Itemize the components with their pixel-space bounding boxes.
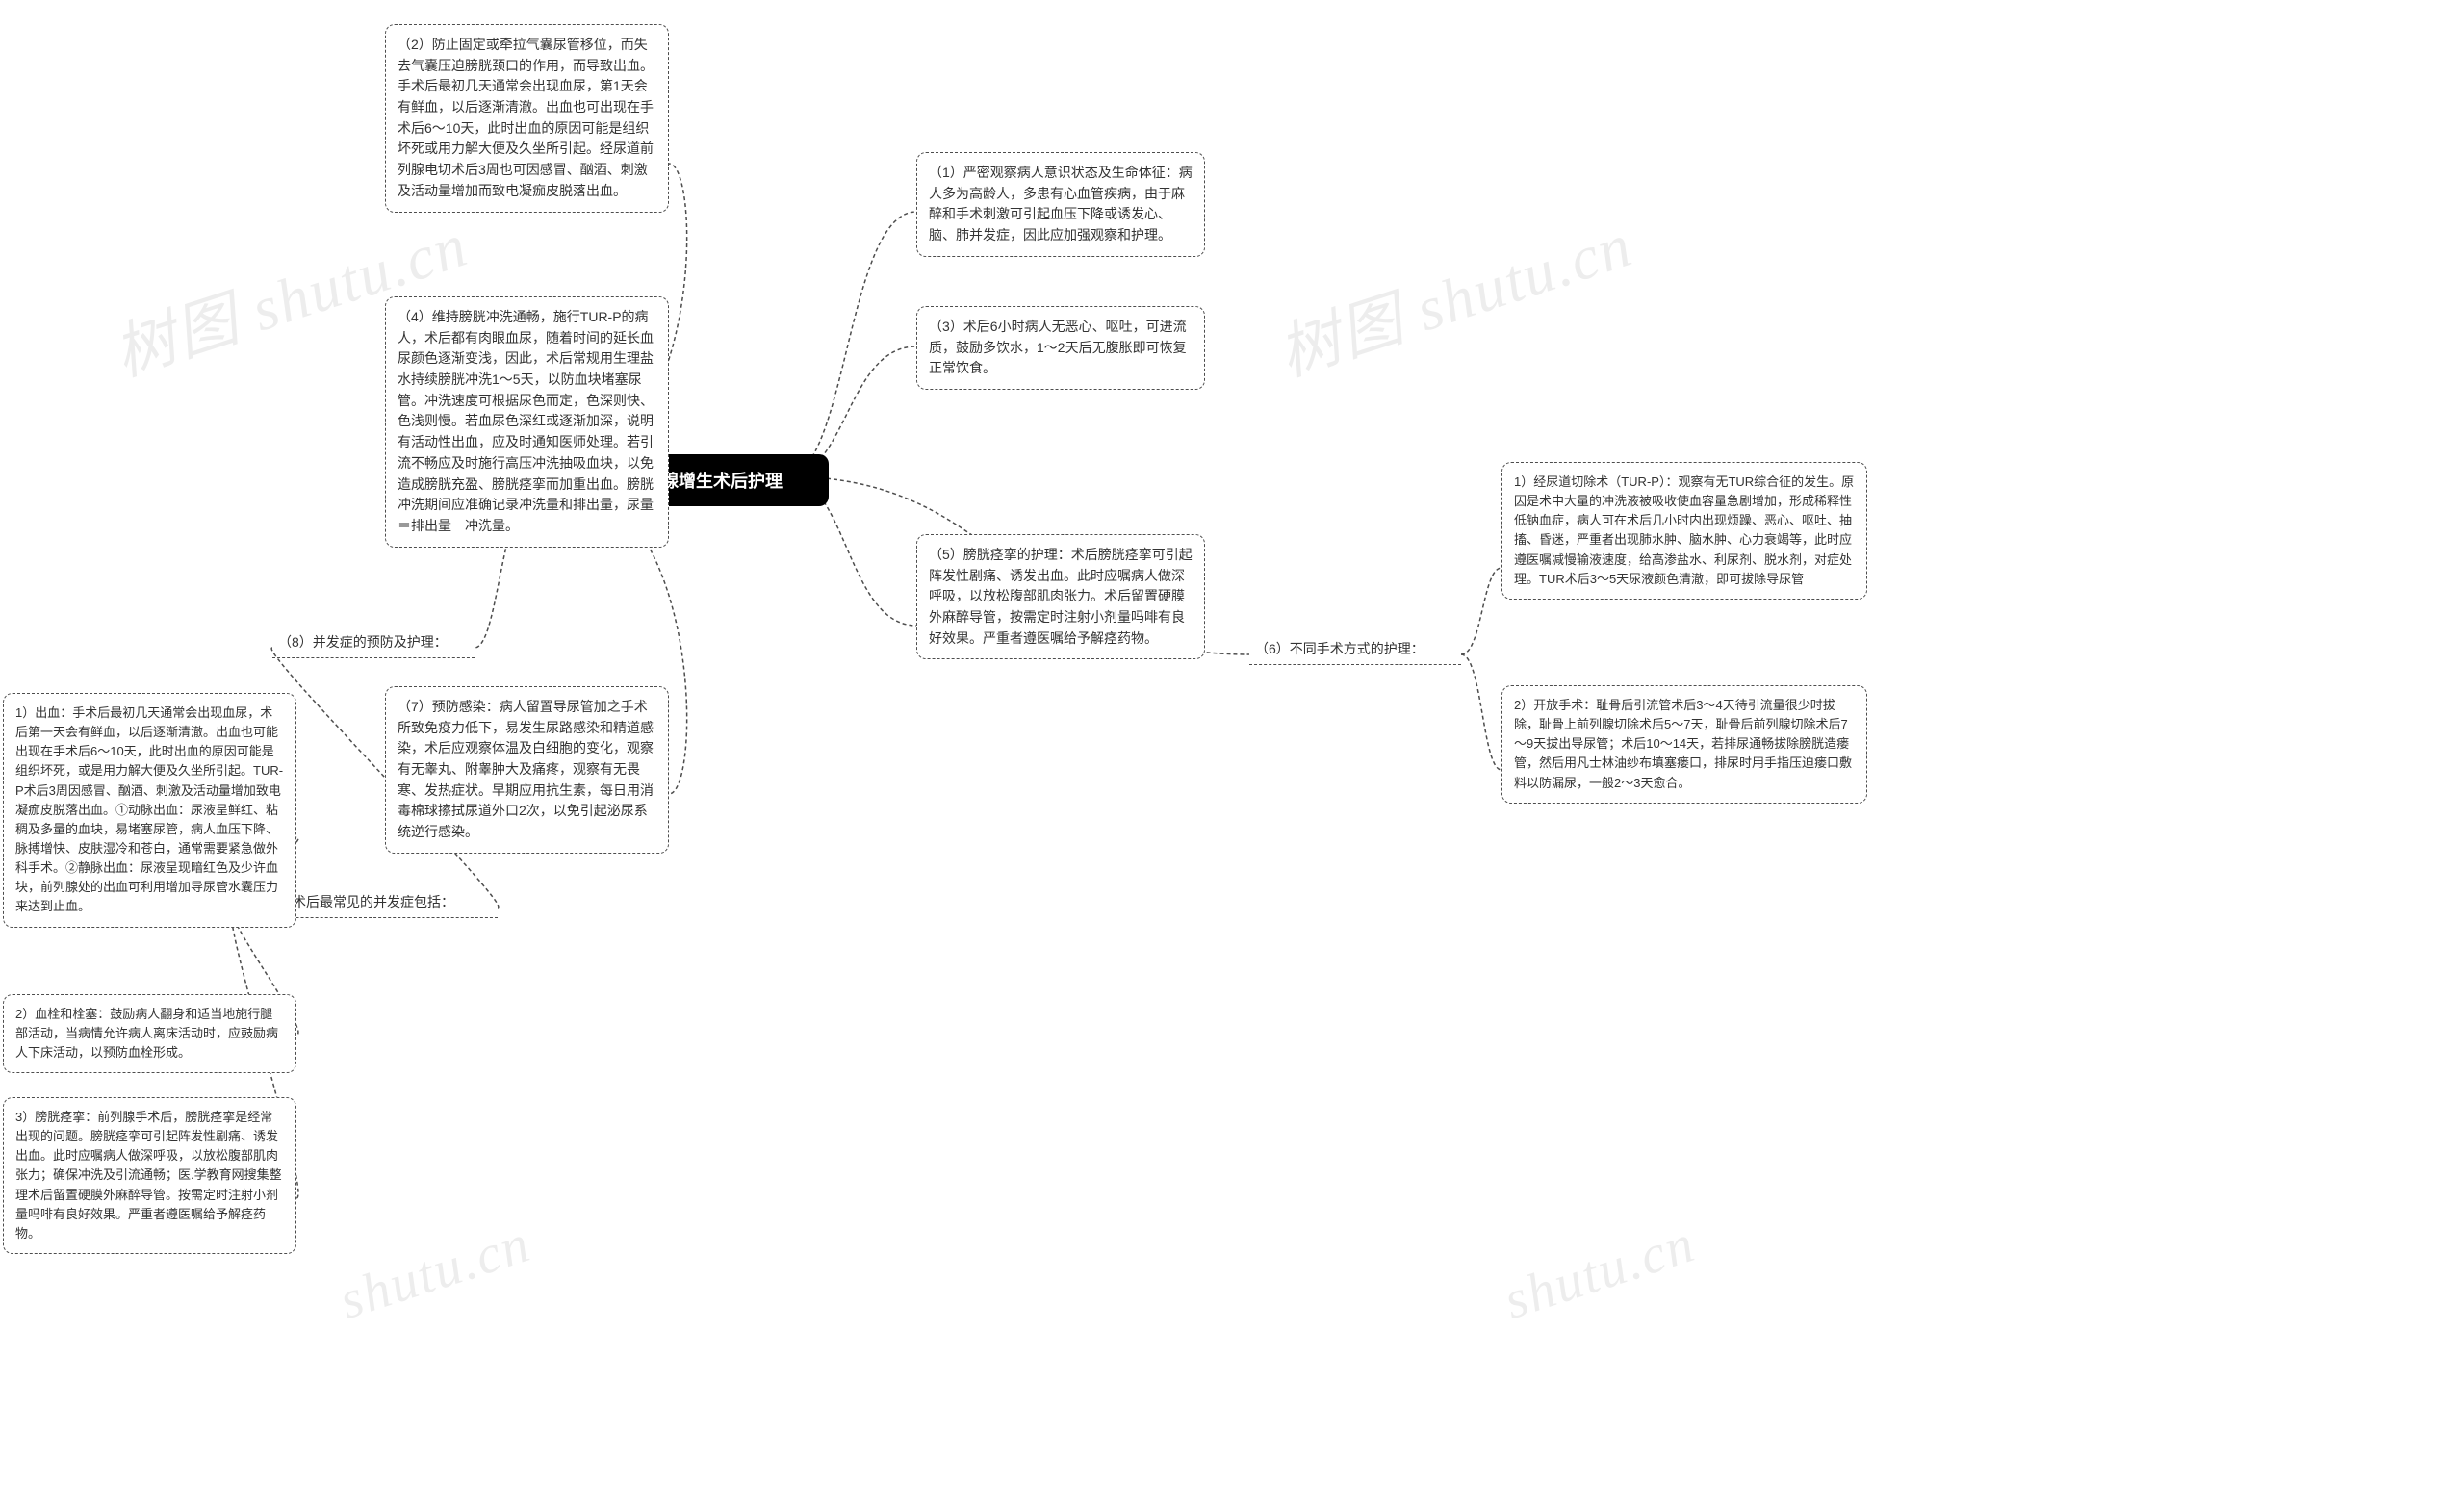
mindmap-canvas: 树图 shutu.cn 树图 shutu.cn shutu.cn shutu.c… — [0, 0, 2464, 1510]
watermark: shutu.cn — [332, 1213, 538, 1332]
node-text: （6）不同手术方式的护理： — [1255, 641, 1424, 656]
node-r5[interactable]: （5）膀胱痉挛的护理：术后膀胱痉挛可引起阵发性剧痛、诱发出血。此时应嘱病人做深呼… — [916, 534, 1205, 659]
connector-wires — [0, 0, 2464, 1510]
node-text: （3）术后6小时病人无恶心、呕吐，可进流质，鼓励多饮水，1～2天后无腹胀即可恢复… — [929, 319, 1187, 375]
node-text: 2）血栓和栓塞：鼓励病人翻身和适当地施行腿部活动，当病情允许病人离床活动时，应鼓… — [15, 1007, 278, 1060]
node-text: （8）并发症的预防及护理： — [278, 634, 448, 650]
node-l2[interactable]: （2）防止固定或牵拉气囊尿管移位，而失去气囊压迫膀胱颈口的作用，而导致出血。手术… — [385, 24, 669, 213]
node-r6-label[interactable]: （6）不同手术方式的护理： — [1249, 637, 1461, 665]
node-r1[interactable]: （1）严密观察病人意识状态及生命体征：病人多为高龄人，多患有心血管疾病，由于麻醉… — [916, 152, 1205, 257]
node-l8-label[interactable]: （8）并发症的预防及护理： — [272, 630, 475, 658]
node-l8a[interactable]: 1）出血：手术后最初几天通常会出现血尿，术后第一天会有鲜血，以后逐渐清澈。出血也… — [3, 693, 296, 928]
node-text: 1）出血：手术后最初几天通常会出现血尿，术后第一天会有鲜血，以后逐渐清澈。出血也… — [15, 705, 283, 913]
watermark: 树图 shutu.cn — [1266, 195, 1642, 393]
node-text: （5）膀胱痉挛的护理：术后膀胱痉挛可引起阵发性剧痛、诱发出血。此时应嘱病人做深呼… — [929, 547, 1193, 646]
node-text: （7）预防感染：病人留置导尿管加之手术所致免疫力低下，易发生尿路感染和精道感染，… — [398, 699, 654, 839]
node-text: 3）膀胱痉挛：前列腺手术后，膀胱痉挛是经常出现的问题。膀胱痉挛可引起阵发性剧痛、… — [15, 1110, 282, 1241]
node-l8c[interactable]: 3）膀胱痉挛：前列腺手术后，膀胱痉挛是经常出现的问题。膀胱痉挛可引起阵发性剧痛、… — [3, 1097, 296, 1254]
node-r6a[interactable]: 1）经尿道切除术（TUR-P）：观察有无TUR综合征的发生。原因是术中大量的冲洗… — [1502, 462, 1867, 600]
node-text: （1）严密观察病人意识状态及生命体征：病人多为高龄人，多患有心血管疾病，由于麻醉… — [929, 165, 1193, 243]
node-l8b[interactable]: 2）血栓和栓塞：鼓励病人翻身和适当地施行腿部活动，当病情允许病人离床活动时，应鼓… — [3, 994, 296, 1073]
node-l7[interactable]: （7）预防感染：病人留置导尿管加之手术所致免疫力低下，易发生尿路感染和精道感染，… — [385, 686, 669, 854]
watermark: shutu.cn — [1497, 1213, 1703, 1332]
node-text: （2）防止固定或牵拉气囊尿管移位，而失去气囊压迫膀胱颈口的作用，而导致出血。手术… — [398, 37, 654, 198]
node-r3[interactable]: （3）术后6小时病人无恶心、呕吐，可进流质，鼓励多饮水，1～2天后无腹胀即可恢复… — [916, 306, 1205, 390]
node-text: 1）经尿道切除术（TUR-P）：观察有无TUR综合征的发生。原因是术中大量的冲洗… — [1514, 474, 1854, 586]
node-l4[interactable]: （4）维持膀胱冲洗通畅，施行TUR-P的病人，术后都有肉眼血尿，随着时间的延长血… — [385, 296, 669, 548]
node-text: 2）开放手术：耻骨后引流管术后3～4天待引流量很少时拔除，耻骨上前列腺切除术后5… — [1514, 698, 1852, 790]
node-r6b[interactable]: 2）开放手术：耻骨后引流管术后3～4天待引流量很少时拔除，耻骨上前列腺切除术后5… — [1502, 685, 1867, 804]
node-text: （4）维持膀胱冲洗通畅，施行TUR-P的病人，术后都有肉眼血尿，随着时间的延长血… — [398, 309, 654, 533]
